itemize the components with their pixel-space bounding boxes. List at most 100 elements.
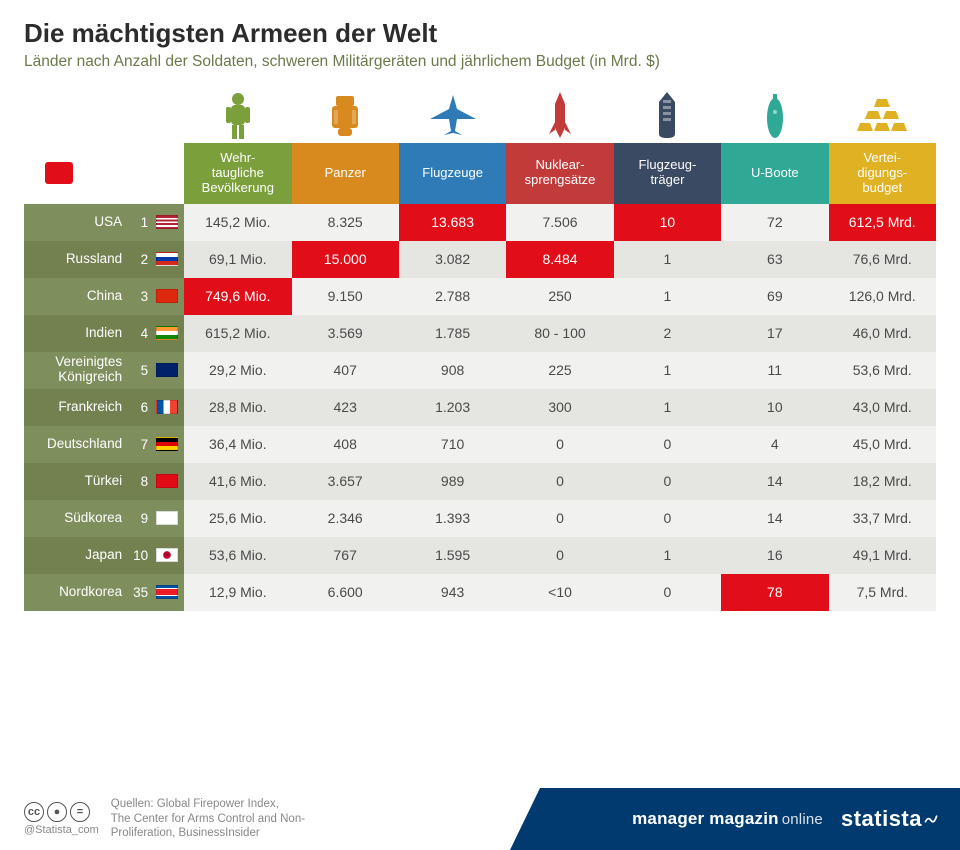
table-row: Frankreich 6 28,8 Mio.4231.20330011043,0… [24,389,936,426]
country-name: Indien [28,326,122,341]
country-cell: Türkei 8 [24,463,184,500]
country-cell: Nordkorea 35 [24,574,184,611]
cell-nukes: 0 [506,463,613,500]
table-row: Südkorea 9 25,6 Mio.2.3461.393001433,7 M… [24,500,936,537]
cell-budget: 45,0 Mrd. [829,426,936,463]
cell-subs: 17 [721,315,828,352]
cell-planes: 1.785 [399,315,506,352]
cell-carriers: 0 [614,574,721,611]
cell-pop: 25,6 Mio. [184,500,291,537]
cell-tanks: 8.325 [292,204,399,241]
flag-icon [156,585,178,599]
country-rank: 10 [130,548,148,563]
country-name: Japan [28,548,122,563]
cell-planes: 1.393 [399,500,506,537]
cell-pop: 29,2 Mio. [184,352,291,389]
column-header-budget: Vertei-digungs-budget [829,143,936,204]
flag-icon [156,548,178,562]
nd-icon: = [70,802,90,822]
statista-wave-icon [924,812,938,826]
country-cell: USA 1 [24,204,184,241]
cc-license-icons: cc ● = [24,802,99,822]
cell-nukes: 250 [506,278,613,315]
country-name: Vereinigtes Königreich [28,355,122,385]
cell-budget: 43,0 Mrd. [829,389,936,426]
cell-pop: 749,6 Mio. [184,278,291,315]
country-rank: 35 [130,585,148,600]
cell-pop: 145,2 Mio. [184,204,291,241]
cell-pop: 12,9 Mio. [184,574,291,611]
cell-planes: 908 [399,352,506,389]
cell-nukes: 0 [506,426,613,463]
country-name: Nordkorea [28,585,122,600]
cell-planes: 710 [399,426,506,463]
cell-subs: 16 [721,537,828,574]
cell-carriers: 1 [614,537,721,574]
cell-tanks: 6.600 [292,574,399,611]
column-header-nukes: Nuklear-sprengsätze [506,143,613,204]
page-title: Die mächtigsten Armeen der Welt [24,18,936,49]
cell-budget: 49,1 Mrd. [829,537,936,574]
cell-budget: 53,6 Mrd. [829,352,936,389]
country-rank: 8 [130,474,148,489]
column-header-planes: Flugzeuge [399,143,506,204]
brand-statista: statista [841,806,938,832]
flag-icon [156,511,178,525]
table-row: USA 1 145,2 Mio.8.32513.6837.5061072612,… [24,204,936,241]
cell-planes: 1.595 [399,537,506,574]
country-rank: 9 [130,511,148,526]
country-name: China [28,289,122,304]
country-cell: Japan 10 [24,537,184,574]
cell-planes: 989 [399,463,506,500]
table-row: Indien 4 615,2 Mio.3.5691.78580 - 100217… [24,315,936,352]
cell-subs: 4 [721,426,828,463]
cell-budget: 76,6 Mrd. [829,241,936,278]
cell-budget: 33,7 Mrd. [829,500,936,537]
cell-tanks: 3.657 [292,463,399,500]
country-name: Russland [28,252,122,267]
cell-subs: 69 [721,278,828,315]
cell-pop: 69,1 Mio. [184,241,291,278]
cell-carriers: 0 [614,500,721,537]
cell-budget: 612,5 Mrd. [829,204,936,241]
table-row: China 3 749,6 Mio.9.1502.788250169126,0 … [24,278,936,315]
cell-carriers: 1 [614,352,721,389]
cell-pop: 615,2 Mio. [184,315,291,352]
flag-icon [156,326,178,340]
country-cell: Deutschland 7 [24,426,184,463]
cell-planes: 13.683 [399,204,506,241]
country-rank: 2 [130,252,148,267]
cell-subs: 11 [721,352,828,389]
cell-tanks: 3.569 [292,315,399,352]
cell-subs: 14 [721,463,828,500]
cell-planes: 2.788 [399,278,506,315]
column-header-subs: U-Boote [721,143,828,204]
flag-icon [156,437,178,451]
country-name: USA [28,215,122,230]
country-rank: 3 [130,289,148,304]
table-row: Russland 2 69,1 Mio.15.0003.0828.4841637… [24,241,936,278]
missile-icon [506,83,613,143]
cell-subs: 10 [721,389,828,426]
column-header-carriers: Flugzeug-träger [614,143,721,204]
jet-icon [399,83,506,143]
flag-icon [156,363,178,377]
cell-planes: 943 [399,574,506,611]
cell-carriers: 2 [614,315,721,352]
cell-pop: 53,6 Mio. [184,537,291,574]
country-cell: China 3 [24,278,184,315]
cell-subs: 63 [721,241,828,278]
brand-manager-magazin: manager magazinonline [632,809,823,829]
cell-carriers: 10 [614,204,721,241]
cell-tanks: 2.346 [292,500,399,537]
column-header-pop: Wehr-tauglicheBevölkerung [184,143,291,204]
table-row: Türkei 8 41,6 Mio.3.657989001418,2 Mrd. [24,463,936,500]
country-name: Südkorea [28,511,122,526]
by-icon: ● [47,802,67,822]
country-name: Frankreich [28,400,122,415]
cell-nukes: <10 [506,574,613,611]
legend-swatch [45,162,73,184]
legend-label: = Spitzenreiter [79,165,163,180]
cell-nukes: 0 [506,537,613,574]
cell-tanks: 15.000 [292,241,399,278]
